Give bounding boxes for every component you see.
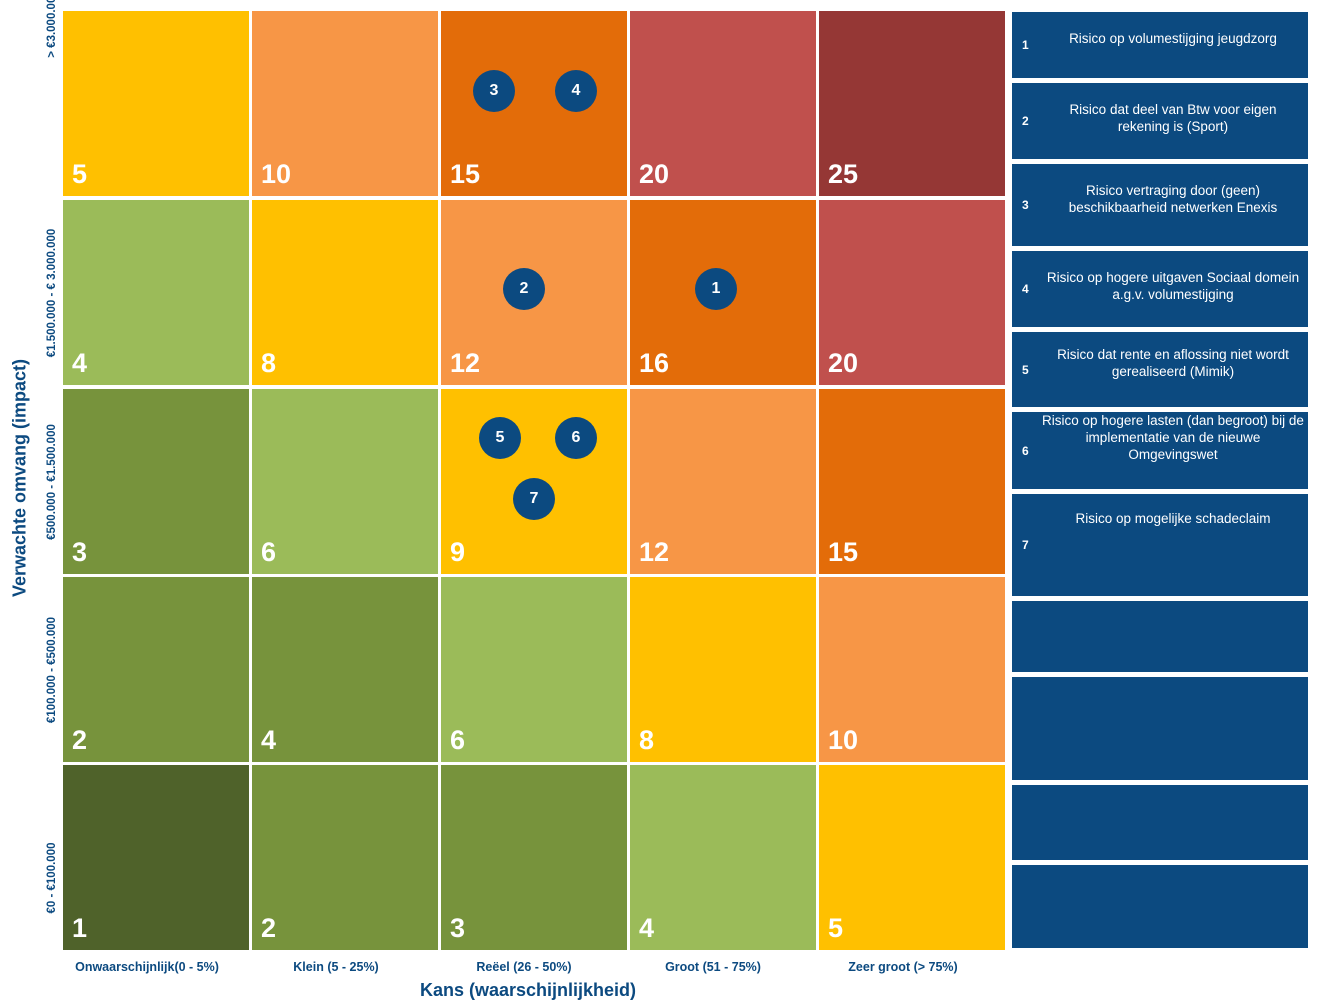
risk-marker: 2 [503,268,545,310]
y-axis-level-label: €100.000 - €500.000 [46,616,58,723]
matrix-cell: 15 [819,389,1005,574]
cell-score: 12 [450,348,481,378]
matrix-cell: 4 [252,577,438,762]
legend-row: 6 Risico op hogere lasten (dan begroot) b… [1012,412,1308,489]
x-axis-level-label: Reëel (26 - 50%) [476,960,572,974]
cell-score: 16 [639,348,670,378]
matrix-cell: 6 [252,389,438,574]
legend-text: Risico dat rente en aflossing niet wordt… [1057,347,1289,379]
legend-text: Risico op mogelijke schadeclaim [1075,511,1271,526]
risk-marker: 3 [473,70,515,112]
matrix-cell: 8 [630,577,816,762]
legend-number: 7 [1022,538,1029,552]
matrix-cell: 20 [630,11,816,196]
x-axis-level-label: Groot (51 - 75%) [665,960,761,974]
cell-score: 9 [450,537,466,567]
cell-score: 5 [828,913,844,943]
cell-score: 15 [450,159,481,189]
matrix-cell: 5 [63,11,249,196]
cell-score: 2 [261,913,277,943]
matrix-cell: 2 [63,577,249,762]
matrix-cell: 8 [252,200,438,385]
legend-row [1012,601,1308,672]
risk-marker: 6 [555,417,597,459]
legend-text: Risico op volumestijging jeugdzorg [1069,31,1277,46]
matrix-cell: 20 [819,200,1005,385]
y-axis-level-label: €1.500.000 - € 3.000.000 [46,228,58,357]
legend-row [1012,785,1308,860]
y-axis-title: Verwachte omvang (impact) [9,358,30,598]
risk-matrix: 5 10 15 20 25 4 8 12 16 20 3 6 9 12 15 2 4 6 8 10 1 2 3 4 5 1 2 3 4 5… [63,11,1005,950]
matrix-cell: 6 [441,577,627,762]
cell-score: 8 [261,348,277,378]
matrix-cell: 3 [441,765,627,950]
risk-marker: 7 [513,478,555,520]
legend-row: 3 Risico vertraging door (geen) beschikba… [1012,164,1308,246]
cell-score: 10 [261,159,292,189]
cell-score: 5 [72,159,88,189]
matrix-cell: 15 [441,11,627,196]
x-axis-level-label: Onwaarschijnlijk(0 - 5%) [75,960,219,974]
legend-number: 5 [1022,362,1029,377]
legend-number: 4 [1022,282,1029,296]
legend-row: 4 Risico op hogere uitgaven Sociaal domei… [1012,251,1308,327]
matrix-cell: 25 [819,11,1005,196]
legend-number: 2 [1022,114,1029,128]
legend-row [1012,865,1308,948]
matrix-cell: 4 [63,200,249,385]
legend-text: Risico dat deel van Btw voor eigen reken… [1069,102,1277,134]
legend-text: Risico op hogere lasten (dan begroot) bi… [1042,413,1304,462]
legend-row: 2 Risico dat deel van Btw voor eigen reke… [1012,83,1308,159]
cell-score: 4 [639,913,655,943]
matrix-cell: 10 [252,11,438,196]
cell-score: 20 [828,348,859,378]
y-axis-level-label: €0 - €100.000 [46,842,58,913]
risk-marker: 5 [479,417,521,459]
matrix-cell: 3 [63,389,249,574]
legend-number: 6 [1022,443,1029,458]
matrix-cell: 12 [630,389,816,574]
cell-score: 6 [450,725,466,755]
legend-text: Risico op hogere uitgaven Sociaal domein… [1046,270,1300,302]
x-axis-title: Kans (waarschijnlijkheid) [419,980,637,1000]
matrix-cell: 16 [630,200,816,385]
cell-score: 6 [261,537,277,567]
cell-score: 10 [828,725,859,755]
cell-score: 25 [828,159,859,189]
cell-score: 8 [639,725,655,755]
cell-score: 12 [639,537,670,567]
legend-row: 7 Risico op mogelijke schadeclaim [1012,494,1308,596]
cell-score: 2 [72,725,88,755]
cell-score: 4 [72,348,88,378]
cell-score: 1 [72,913,88,943]
matrix-cell: 5 [819,765,1005,950]
legend-row: 5 Risico dat rente en aflossing niet word… [1012,332,1308,407]
risk-marker: 1 [695,268,737,310]
x-axis-level-label: Klein (5 - 25%) [293,960,379,974]
matrix-cell: 4 [630,765,816,950]
legend-row: 1 Risico op volumestijging jeugdzorg [1012,12,1308,78]
matrix-cell: 1 [63,765,249,950]
legend-text: Risico vertraging door (geen) beschikbaa… [1068,183,1278,215]
cell-score: 3 [72,537,88,567]
cell-score: 3 [450,913,466,943]
y-axis-level-label: €500.000 - €1.500.000 [46,423,58,540]
matrix-cell: 2 [252,765,438,950]
legend-number: 3 [1022,198,1029,212]
x-axis-level-label: Zeer groot (> 75%) [848,960,958,974]
y-axis-level-label: > €3.000.000 [46,0,58,58]
risk-marker: 4 [555,70,597,112]
legend-number: 1 [1022,38,1029,52]
cell-score: 15 [828,537,859,567]
cell-score: 4 [261,725,277,755]
legend-row [1012,677,1308,780]
cell-score: 20 [639,159,670,189]
matrix-cell: 10 [819,577,1005,762]
